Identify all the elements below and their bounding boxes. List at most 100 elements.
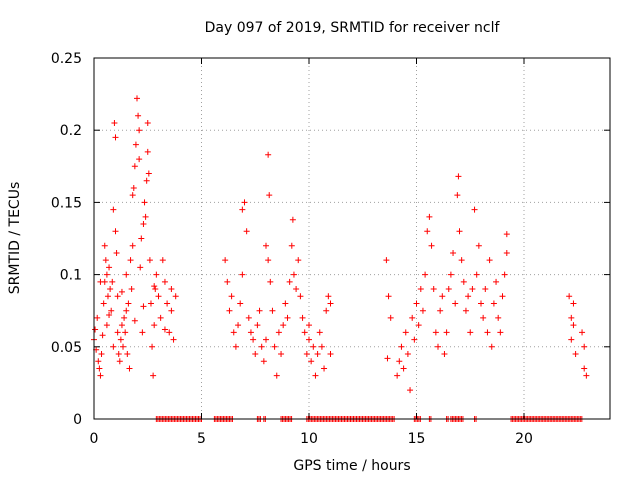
data-point <box>155 293 162 300</box>
data-point <box>247 329 254 336</box>
data-point <box>570 300 577 307</box>
data-point <box>131 317 138 324</box>
data-point <box>243 228 250 235</box>
data-point <box>450 249 457 256</box>
data-point <box>117 336 124 343</box>
data-point <box>426 213 433 220</box>
data-point <box>387 314 394 321</box>
data-point <box>94 314 101 321</box>
data-point <box>140 221 147 228</box>
data-point <box>495 314 502 321</box>
data-point <box>284 314 291 321</box>
data-point <box>124 351 131 358</box>
data-point <box>473 271 480 278</box>
data-point <box>123 307 130 314</box>
axis-ticks <box>93 57 610 420</box>
data-point <box>139 329 146 336</box>
data-point <box>241 199 248 206</box>
data-point <box>581 365 588 372</box>
data-point <box>157 314 164 321</box>
data-point <box>503 231 510 238</box>
data-point <box>111 119 118 126</box>
data-point <box>153 271 160 278</box>
data-point <box>275 329 282 336</box>
data-point <box>151 322 158 329</box>
data-point <box>134 95 140 102</box>
data-point <box>172 293 179 300</box>
plot-points <box>91 95 590 422</box>
data-point <box>321 365 328 372</box>
data-point <box>327 351 334 358</box>
data-point <box>501 271 508 278</box>
data-point <box>252 351 259 358</box>
data-point <box>128 286 135 293</box>
x-tick-label: 20 <box>515 431 533 447</box>
axis-tick-labels: 0 5 10 15 20 0 0.05 0.1 0.15 0.2 0.25 <box>51 51 533 447</box>
data-point <box>108 307 115 314</box>
data-point <box>572 351 579 358</box>
y-tick-label: 0.25 <box>51 51 82 67</box>
data-point <box>168 307 175 314</box>
data-point <box>166 329 173 336</box>
x-axis-label: GPS time / hours <box>293 458 410 474</box>
data-point <box>100 300 107 307</box>
data-point <box>228 293 235 300</box>
data-point <box>115 351 122 358</box>
data-point <box>144 119 151 126</box>
data-point <box>288 242 295 249</box>
data-point <box>295 257 302 264</box>
data-point <box>566 293 573 300</box>
data-point <box>267 278 274 285</box>
data-point <box>486 257 493 264</box>
data-point <box>480 314 487 321</box>
x-tick-label: 10 <box>300 431 318 447</box>
data-point <box>384 355 391 362</box>
data-point <box>286 278 293 285</box>
data-point <box>122 329 129 336</box>
data-point <box>475 242 482 249</box>
data-point <box>140 303 147 310</box>
data-point <box>407 387 414 394</box>
data-point <box>266 192 273 199</box>
data-point <box>235 322 242 329</box>
data-point <box>138 235 145 242</box>
data-point <box>99 332 106 339</box>
data-point <box>278 351 285 358</box>
data-point <box>265 257 272 264</box>
data-point <box>445 286 452 293</box>
data-point <box>413 300 420 307</box>
data-point <box>116 358 123 365</box>
data-point <box>136 127 143 134</box>
data-point <box>467 329 474 336</box>
data-point <box>441 351 448 358</box>
data-point <box>110 206 117 213</box>
data-point <box>104 293 111 300</box>
data-point <box>503 249 510 256</box>
data-point <box>484 329 491 336</box>
data-point <box>435 343 441 350</box>
data-point <box>121 314 128 321</box>
data-point <box>430 286 437 293</box>
data-point <box>400 365 407 372</box>
x-tick-label: 15 <box>408 431 426 447</box>
data-point <box>460 278 467 285</box>
data-point <box>147 300 154 307</box>
data-point <box>146 257 153 264</box>
data-point <box>144 148 151 155</box>
data-point <box>112 228 119 235</box>
data-point <box>237 300 244 307</box>
data-point <box>269 307 276 314</box>
data-point <box>263 336 269 343</box>
data-point <box>102 257 109 264</box>
data-point <box>327 300 334 307</box>
data-point <box>265 151 272 158</box>
data-point <box>462 307 469 314</box>
data-point <box>297 293 304 300</box>
data-point <box>411 336 418 343</box>
y-tick-label: 0.15 <box>51 195 82 211</box>
data-point <box>306 336 312 343</box>
data-point <box>422 271 429 278</box>
data-point <box>325 293 332 300</box>
data-point <box>123 271 130 278</box>
data-point <box>135 112 142 119</box>
